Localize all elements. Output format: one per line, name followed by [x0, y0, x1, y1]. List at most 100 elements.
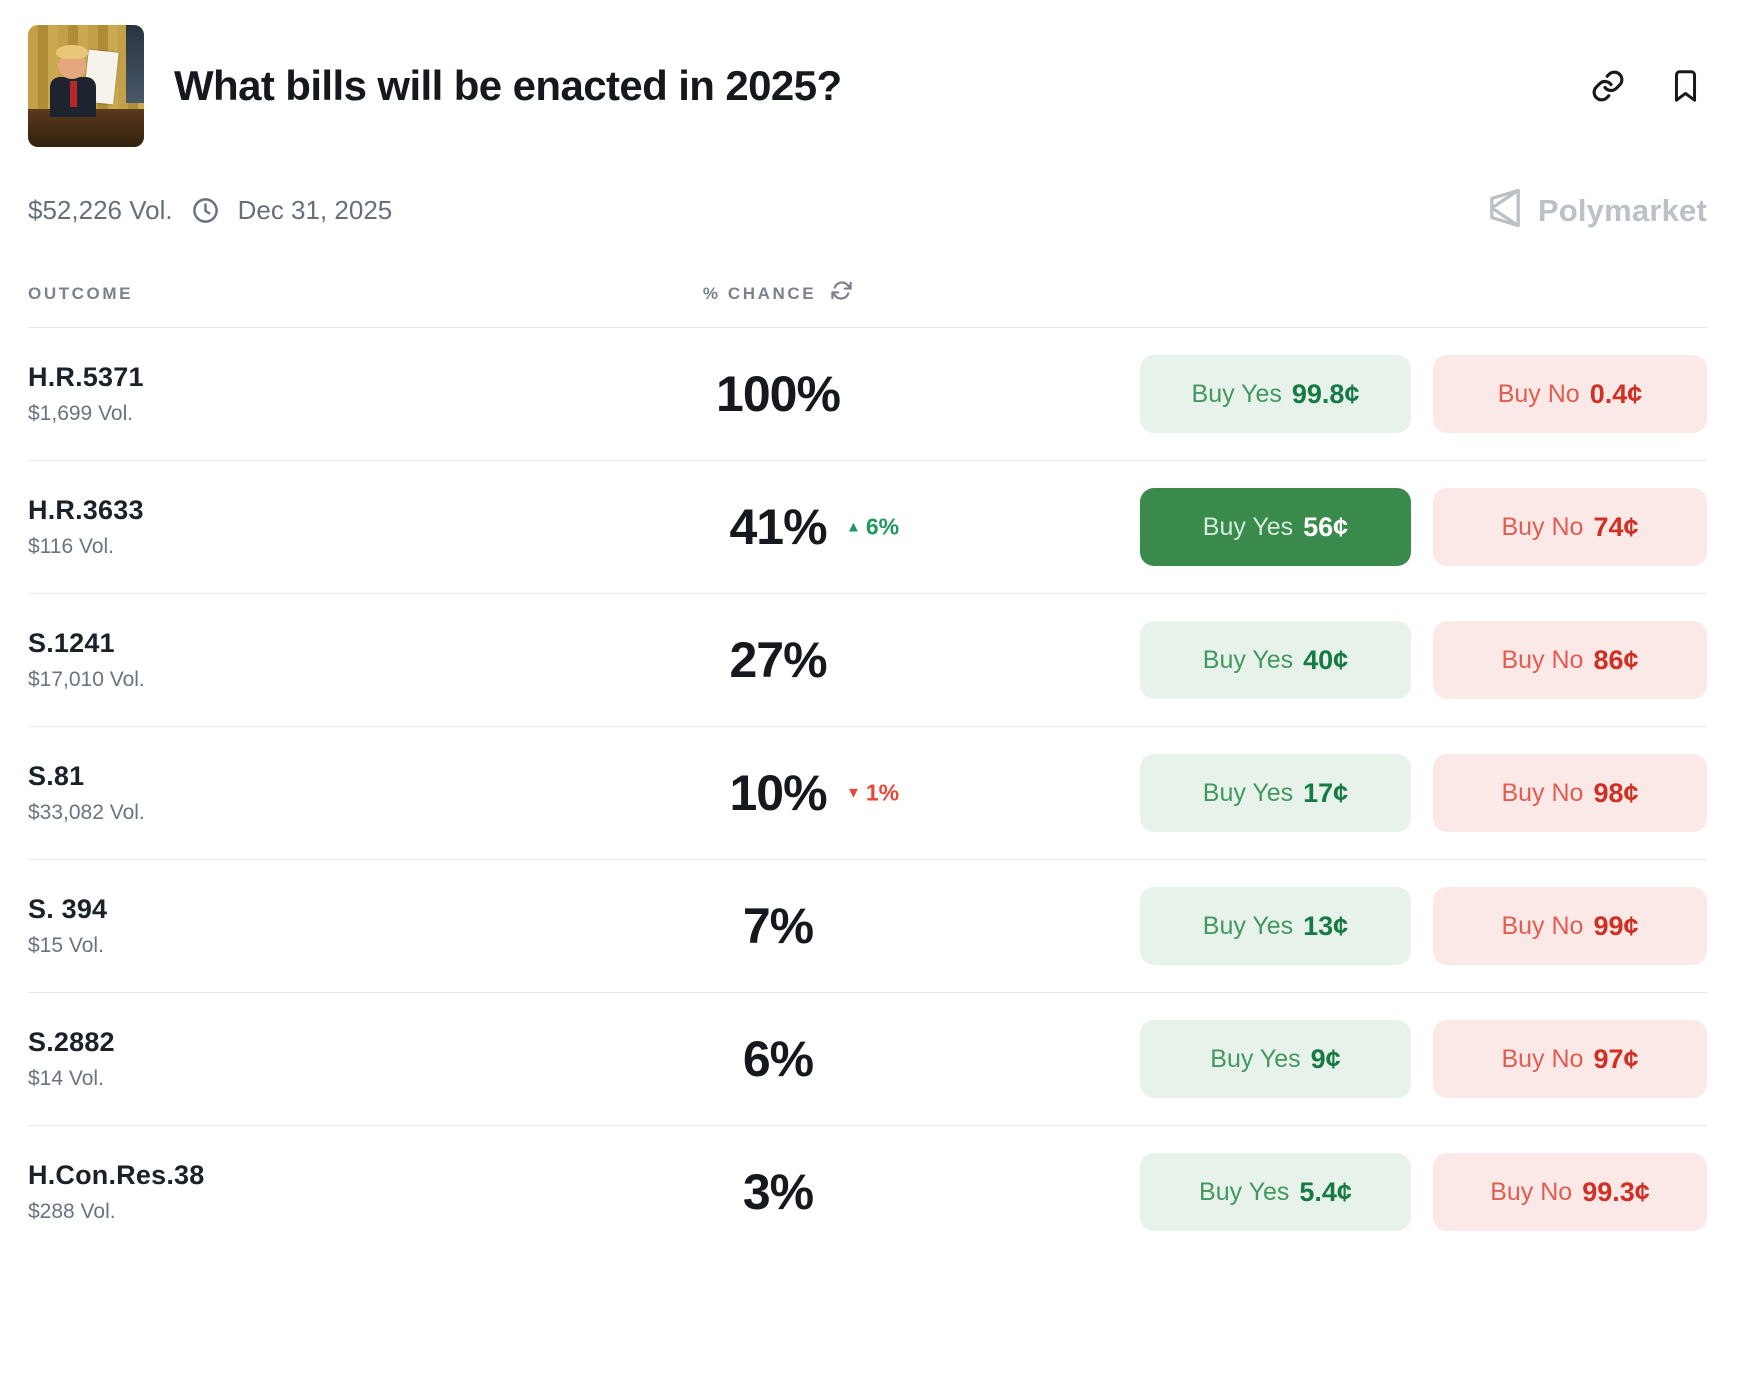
chance-cell: 27% — [528, 631, 1028, 689]
outcome-volume: $116 Vol. — [28, 535, 115, 558]
buy-yes-price: 13¢ — [1303, 910, 1349, 941]
outcome-name[interactable]: H.R.3633 — [28, 495, 144, 525]
buy-no-price: 99¢ — [1593, 910, 1639, 941]
page-title: What bills will be enacted in 2025? — [174, 62, 842, 109]
market-header: What bills will be enacted in 2025? — [28, 24, 1707, 148]
end-date: Dec 31, 2025 — [237, 195, 393, 225]
table-row: S.1241 $17,010 Vol. 27% Buy Yes 40¢ Buy … — [28, 594, 1707, 727]
refresh-icon[interactable] — [830, 281, 853, 307]
table-row: H.Con.Res.38 $288 Vol. 3% Buy Yes 5.4¢ B… — [28, 1126, 1707, 1258]
volume-total: $52,226 Vol. — [28, 195, 173, 225]
chance-delta: ▼ 1% — [846, 780, 899, 807]
buy-no-price: 0.4¢ — [1589, 378, 1643, 409]
buy-no-label: Buy No — [1501, 1044, 1584, 1073]
table-row: H.R.5371 $1,699 Vol. 100% Buy Yes 99.8¢ … — [28, 328, 1707, 461]
buy-yes-label: Buy Yes — [1202, 911, 1294, 940]
outcome-name[interactable]: H.R.5371 — [28, 362, 144, 392]
outcome-cell: S.1241 $17,010 Vol. — [28, 628, 528, 692]
table-header: OUTCOME % CHANCE — [28, 281, 1707, 328]
outcome-volume: $33,082 Vol. — [28, 801, 145, 824]
buy-yes-button[interactable]: Buy Yes 99.8¢ — [1140, 355, 1411, 433]
buy-no-button[interactable]: Buy No 86¢ — [1433, 621, 1707, 699]
buy-no-label: Buy No — [1501, 778, 1584, 807]
delta-up-icon: ▲ — [846, 518, 861, 536]
chance-cell: 10% ▼ 1% — [528, 764, 1028, 822]
buy-no-button[interactable]: Buy No 0.4¢ — [1433, 355, 1707, 433]
buy-no-label: Buy No — [1497, 379, 1580, 408]
table-row: S. 394 $15 Vol. 7% Buy Yes 13¢ Buy No 99… — [28, 860, 1707, 993]
chance-value: 41% — [729, 499, 827, 555]
buy-no-price: 99.3¢ — [1582, 1176, 1650, 1207]
chance-cell: 41% ▲ 6% — [528, 498, 1028, 556]
chance-cell: 7% — [528, 897, 1028, 955]
clock-icon — [191, 196, 220, 225]
buy-no-button[interactable]: Buy No 99¢ — [1433, 887, 1707, 965]
outcome-volume: $14 Vol. — [28, 1067, 104, 1090]
buy-no-price: 98¢ — [1593, 777, 1639, 808]
outcome-cell: H.R.5371 $1,699 Vol. — [28, 362, 528, 426]
buy-yes-button[interactable]: Buy Yes 9¢ — [1140, 1020, 1411, 1098]
bookmark-icon[interactable] — [1670, 69, 1701, 103]
buy-yes-price: 40¢ — [1303, 644, 1349, 675]
buy-no-label: Buy No — [1490, 1177, 1573, 1206]
outcome-name[interactable]: H.Con.Res.38 — [28, 1160, 205, 1190]
outcome-name[interactable]: S. 394 — [28, 894, 108, 924]
buy-yes-price: 99.8¢ — [1291, 378, 1360, 409]
buy-yes-label: Buy Yes — [1199, 1177, 1290, 1206]
buy-yes-label: Buy Yes — [1210, 1044, 1301, 1073]
buy-yes-label: Buy Yes — [1202, 778, 1294, 807]
buy-yes-button[interactable]: Buy Yes 5.4¢ — [1140, 1153, 1411, 1231]
buy-yes-label: Buy Yes — [1202, 645, 1294, 674]
chance-cell: 3% — [528, 1163, 1028, 1221]
polymarket-wordmark: Polymarket — [1537, 192, 1707, 228]
outcome-table: H.R.5371 $1,699 Vol. 100% Buy Yes 99.8¢ … — [28, 328, 1707, 1258]
chance-delta: ▲ 6% — [846, 514, 899, 541]
outcome-name[interactable]: S.2882 — [28, 1027, 115, 1057]
delta-value: 1% — [865, 779, 900, 806]
outcome-name[interactable]: S.1241 — [28, 628, 115, 658]
chance-value: 10% — [729, 765, 827, 821]
table-row: H.R.3633 $116 Vol. 41% ▲ 6% Buy Yes 56¢ … — [28, 461, 1707, 594]
buy-yes-label: Buy Yes — [1191, 379, 1282, 408]
buy-no-label: Buy No — [1501, 512, 1584, 541]
buy-yes-price: 5.4¢ — [1299, 1176, 1352, 1207]
buy-no-button[interactable]: Buy No 99.3¢ — [1433, 1153, 1707, 1231]
buy-no-button[interactable]: Buy No 98¢ — [1433, 754, 1707, 832]
market-thumbnail-image — [28, 25, 144, 147]
buy-yes-button[interactable]: Buy Yes 56¢ — [1140, 488, 1411, 566]
buy-no-button[interactable]: Buy No 97¢ — [1433, 1020, 1707, 1098]
buy-yes-button[interactable]: Buy Yes 17¢ — [1140, 754, 1411, 832]
outcome-cell: H.R.3633 $116 Vol. — [28, 495, 528, 559]
outcome-cell: S.81 $33,082 Vol. — [28, 761, 528, 825]
outcome-name[interactable]: S.81 — [28, 761, 85, 791]
polymarket-logo[interactable]: Polymarket — [1484, 186, 1707, 235]
chance-value: 7% — [742, 898, 814, 954]
buy-no-price: 74¢ — [1593, 511, 1639, 542]
outcome-cell: S. 394 $15 Vol. — [28, 894, 528, 958]
buy-no-price: 97¢ — [1593, 1043, 1639, 1074]
outcome-cell: H.Con.Res.38 $288 Vol. — [28, 1160, 528, 1224]
buy-yes-button[interactable]: Buy Yes 40¢ — [1140, 621, 1411, 699]
table-row: S.81 $33,082 Vol. 10% ▼ 1% Buy Yes 17¢ B… — [28, 727, 1707, 860]
outcome-volume: $15 Vol. — [28, 934, 104, 957]
delta-value: 6% — [865, 513, 900, 540]
market-meta-row: $52,226 Vol. Dec 31, 2025 Polymarket — [28, 186, 1707, 235]
outcome-column-header: OUTCOME — [28, 284, 134, 303]
delta-down-icon: ▼ — [846, 784, 861, 802]
buy-no-button[interactable]: Buy No 74¢ — [1433, 488, 1707, 566]
chance-value: 6% — [742, 1031, 814, 1087]
outcome-volume: $17,010 Vol. — [28, 668, 145, 691]
buy-yes-price: 9¢ — [1310, 1043, 1341, 1074]
chance-value: 27% — [729, 632, 827, 688]
buy-yes-button[interactable]: Buy Yes 13¢ — [1140, 887, 1411, 965]
copy-link-icon[interactable] — [1590, 68, 1626, 104]
buy-yes-price: 56¢ — [1303, 511, 1349, 542]
chance-cell: 6% — [528, 1030, 1028, 1088]
buy-no-price: 86¢ — [1593, 644, 1639, 675]
outcome-volume: $288 Vol. — [28, 1200, 116, 1223]
chance-value: 3% — [742, 1164, 814, 1220]
buy-yes-label: Buy Yes — [1202, 512, 1294, 541]
outcome-volume: $1,699 Vol. — [28, 402, 134, 425]
chance-value: 100% — [716, 366, 841, 422]
